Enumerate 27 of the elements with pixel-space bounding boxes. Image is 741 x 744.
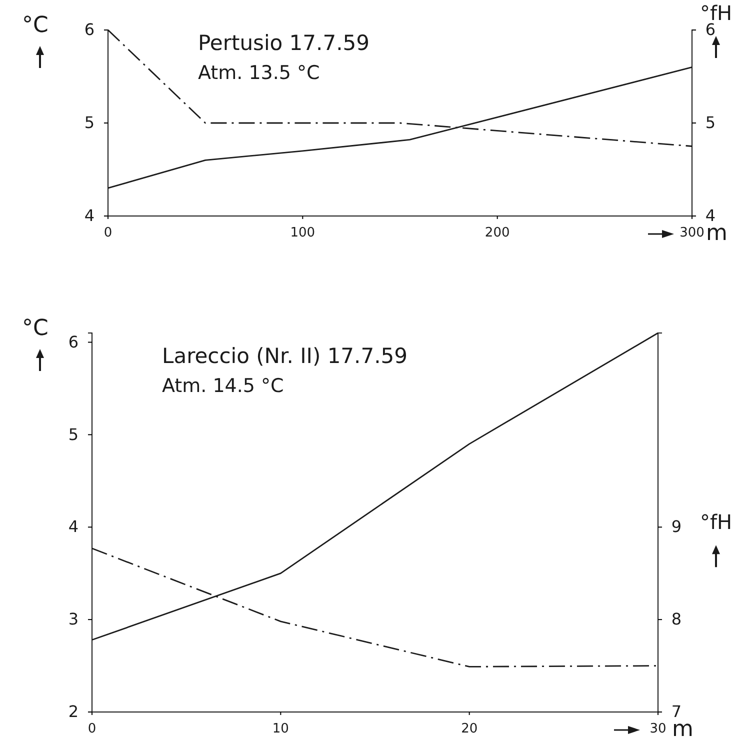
- chart-title: Pertusio 17.7.59: [198, 31, 370, 55]
- y-axis-title: °C: [22, 316, 48, 341]
- y-tick-label: 5: [68, 424, 79, 444]
- y-tick-label: 6: [68, 332, 79, 352]
- y-tick-label: 4: [68, 517, 79, 536]
- y2-axis-title: °fH: [700, 510, 732, 534]
- y-tick-label: 4: [84, 206, 95, 226]
- x-tick-label: 20: [461, 721, 478, 736]
- y2-tick-label: 6: [705, 20, 716, 40]
- y-tick-label: 3: [68, 610, 79, 629]
- y-tick-label: 6: [84, 20, 95, 40]
- x-tick-label: 0: [88, 721, 96, 736]
- y-axis-title: °C: [22, 13, 48, 38]
- text: Atm. 14.5 °C: [162, 375, 284, 397]
- x-tick-label: 300: [680, 225, 704, 240]
- x-tick-label: 100: [290, 225, 316, 240]
- x-tick-label: 30: [650, 721, 666, 736]
- y2-tick-label: 8: [671, 610, 682, 629]
- y-tick-label: 5: [84, 113, 95, 132]
- x-tick-label: 200: [484, 225, 510, 240]
- y2-tick-label: 5: [705, 113, 716, 132]
- text: Atm. 13.5 °C: [198, 62, 320, 84]
- x-tick-label: 10: [272, 721, 289, 736]
- y2-tick-label: 9: [671, 517, 682, 536]
- y-tick-label: 2: [68, 702, 79, 722]
- x-tick-label: 0: [104, 225, 112, 240]
- text: Lareccio (Nr. II) 17.7.59: [162, 344, 408, 368]
